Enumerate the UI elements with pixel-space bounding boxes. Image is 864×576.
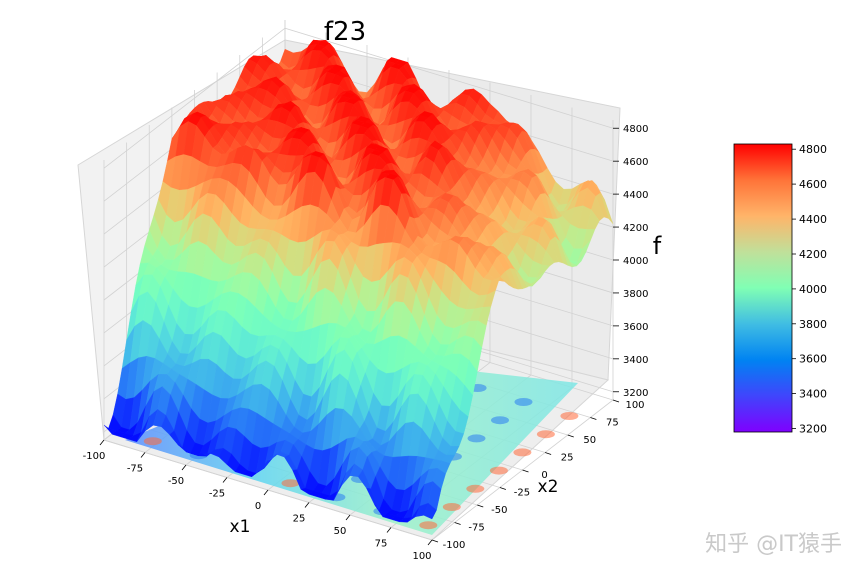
- x-tick-label: 0: [255, 501, 261, 512]
- x-tick-label: 75: [375, 539, 388, 550]
- x-axis-label: x1: [230, 517, 251, 537]
- x-tick-mark: [222, 477, 228, 483]
- y-tick-label: -75: [468, 523, 484, 534]
- colorbar-tick-label: 3400: [799, 388, 827, 401]
- contour-spot: [281, 479, 300, 488]
- z-tick-label: 4200: [623, 223, 648, 234]
- y-tick-mark: [499, 487, 507, 490]
- watermark-text: 知乎 @IT猿手: [705, 532, 842, 557]
- x-tick-mark: [386, 527, 392, 533]
- contour-spot: [419, 521, 438, 530]
- x-tick-mark: [304, 502, 310, 508]
- y-tick-mark: [431, 539, 439, 543]
- contour-spot: [560, 412, 579, 420]
- surface: [103, 39, 614, 523]
- z-tick-label: 3600: [623, 322, 648, 333]
- z-tick-label: 4000: [623, 256, 648, 267]
- colorbar-tick-label: 3800: [799, 318, 827, 331]
- colorbar-tick-label: 3600: [799, 353, 827, 366]
- y-tick-mark: [454, 522, 461, 525]
- y-tick-label: -100: [443, 540, 466, 551]
- x-tick-mark: [99, 439, 105, 446]
- colorbar-tick-label: 4600: [799, 178, 827, 191]
- y-tick-mark: [477, 504, 484, 508]
- x-tick-mark: [140, 452, 146, 458]
- x-tick-label: -75: [127, 464, 143, 475]
- y-tick-label: 75: [606, 418, 619, 429]
- z-tick-labels: 3200 3400 3600 3800 4000 4200 4400 4600 4800: [613, 124, 648, 399]
- y-tick-label: -25: [514, 488, 530, 499]
- x-tick-mark: [181, 464, 187, 471]
- x-tick-label: -50: [168, 476, 184, 487]
- z-tick-label: 4800: [623, 124, 648, 135]
- z-tick-label: 4600: [623, 157, 648, 168]
- z-tick-label: 3800: [623, 289, 648, 300]
- y-tick-label: 50: [583, 435, 596, 446]
- y-tick-mark: [590, 417, 597, 420]
- x-tick-label: 100: [412, 551, 431, 562]
- contour-spot: [467, 434, 486, 443]
- colorbar-tick-label: 4400: [799, 213, 827, 226]
- x-tick-label: -100: [83, 451, 106, 462]
- z-axis-label: f: [653, 232, 662, 260]
- x-tick-mark: [263, 489, 269, 496]
- x-tick-labels: -100 -75 -50 -25 0 25 50 75 100: [83, 439, 433, 562]
- gridline-z: [103, 27, 614, 169]
- z-tick-label: 3400: [623, 355, 648, 366]
- x-tick-mark: [427, 539, 433, 546]
- x-tick-label: 50: [334, 526, 347, 537]
- y-tick-label: 100: [625, 400, 644, 411]
- contour-spot: [536, 430, 555, 439]
- contour-spot: [442, 503, 461, 511]
- y-tick-labels: -100-75 -50 -25 0 25 50 75 100: [431, 399, 645, 551]
- contour-spot: [143, 437, 162, 446]
- y-tick-mark: [544, 452, 552, 455]
- z-tick-label: 3200: [623, 388, 648, 399]
- contour-spot: [491, 416, 509, 425]
- y-tick-mark: [612, 399, 620, 403]
- colorbar-tick-label: 4200: [799, 248, 827, 261]
- y-tick-label: 0: [541, 470, 547, 481]
- colorbar-tick-label: 4800: [799, 143, 827, 156]
- x-tick-label: -25: [209, 489, 225, 500]
- colorbar-gradient: [733, 143, 793, 433]
- colorbar-ticks: 3200 3400 3600 3800 4000 4200 4400 4600 4800: [792, 143, 827, 436]
- contour-spot: [514, 398, 533, 406]
- z-tick-label: 4400: [623, 190, 648, 201]
- y-tick-label: 25: [561, 453, 574, 464]
- contour-spot: [466, 484, 485, 493]
- colorbar-tick-label: 3200: [799, 423, 827, 436]
- colorbar-tick-label: 4000: [799, 283, 827, 296]
- x-tick-mark: [345, 514, 351, 521]
- y-axis-label: x2: [538, 477, 559, 497]
- contour-spot: [513, 448, 532, 457]
- colorbar: 3200 3400 3600 3800 4000 4200 4400 4600 4800: [733, 143, 827, 436]
- surface-patch: [423, 502, 437, 520]
- chart-title: f23: [324, 17, 366, 47]
- y-tick-label: -50: [491, 505, 507, 516]
- contour-spot: [489, 466, 508, 475]
- y-tick-mark: [567, 434, 574, 438]
- y-tick-mark: [522, 469, 529, 473]
- x-tick-label: 25: [293, 514, 306, 525]
